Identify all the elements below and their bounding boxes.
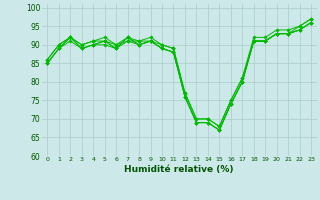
X-axis label: Humidité relative (%): Humidité relative (%) bbox=[124, 165, 234, 174]
